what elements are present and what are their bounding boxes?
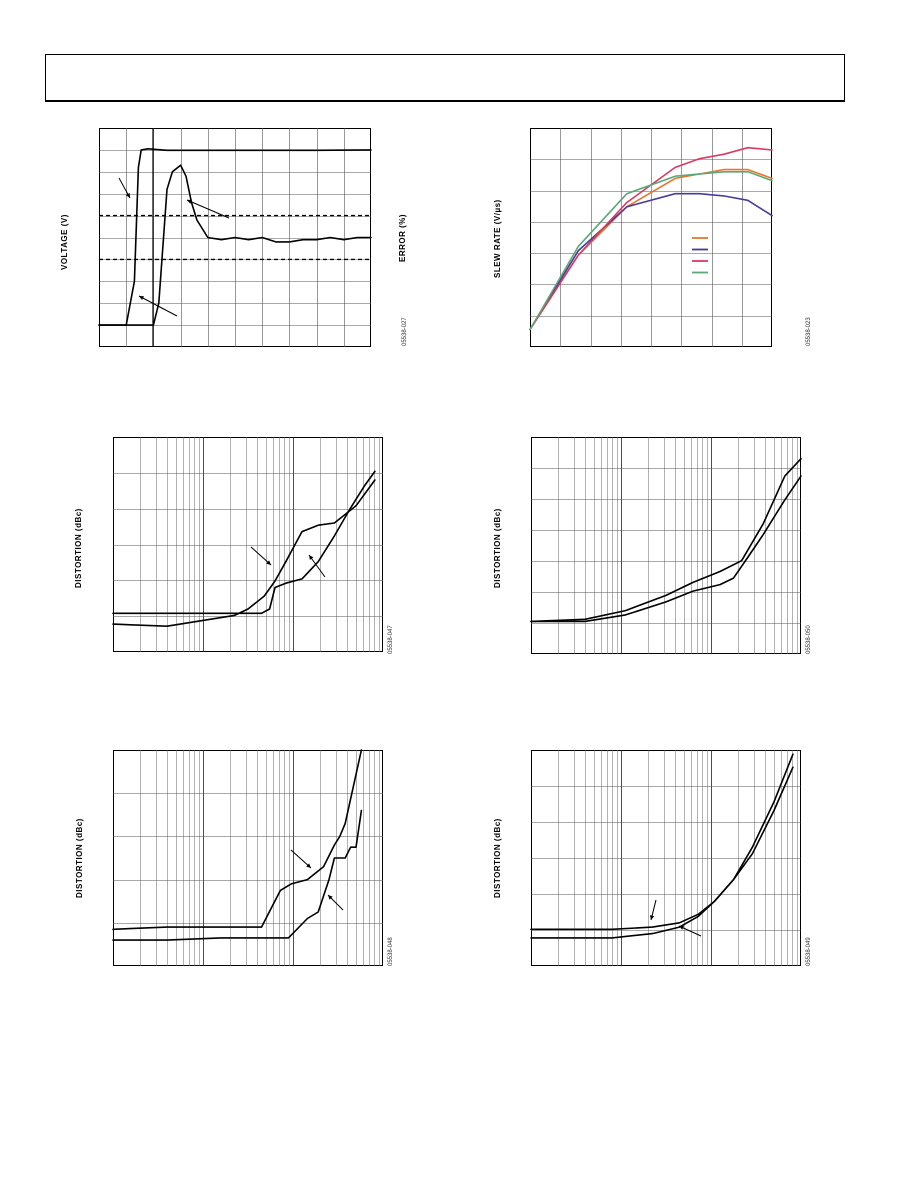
c6-figure-code: 05538-049 (806, 937, 812, 966)
series-1-line (530, 457, 802, 623)
annotation-arrow-head (328, 895, 333, 900)
series-1-line (529, 168, 773, 331)
c3-figure-code: 05538-047 (388, 625, 394, 654)
annotation-arrow (186, 199, 230, 219)
annotation-arrow-head (139, 296, 144, 300)
c2-figure-code: 05538-023 (806, 317, 812, 346)
slew-rate-chart (529, 128, 773, 347)
series-2-line (98, 164, 372, 326)
annotation-arrow (308, 554, 326, 578)
plot-frame (113, 437, 383, 652)
c1-figure-code: 05538-027 (402, 317, 408, 346)
series-3-line (529, 146, 773, 331)
c4-figure-code: 05538-050 (806, 625, 812, 654)
distortion-chart-2 (530, 437, 802, 654)
series-1-line (112, 479, 376, 627)
series-2-line (112, 809, 363, 941)
plot-frame (530, 128, 772, 347)
distortion-chart-1 (112, 437, 383, 652)
annotation-arrow-head (125, 193, 130, 198)
c1-ylabel: VOLTAGE (V) (60, 214, 69, 270)
series-1-line (530, 753, 794, 931)
distortion-chart-3 (112, 749, 383, 966)
series-2-line (530, 766, 794, 939)
series-4-line (529, 170, 773, 331)
series-2-line (529, 192, 773, 331)
plot-frame (531, 437, 801, 654)
c6-ylabel: DISTORTION (dBc) (493, 818, 502, 898)
c4-ylabel: DISTORTION (dBc) (493, 508, 502, 588)
page-header-box (45, 54, 845, 102)
annotation-arrow-head (187, 199, 192, 204)
annotation-arrow-head (309, 555, 314, 560)
annotation-arrow (138, 295, 178, 317)
series-2-line (530, 475, 802, 623)
voltage-error-chart (98, 128, 372, 347)
series-1-line (112, 749, 363, 931)
plot-frame (531, 750, 801, 966)
series-2-line (112, 470, 376, 615)
c5-figure-code: 05538-048 (388, 937, 394, 966)
annotation-arrow-head (266, 560, 271, 565)
annotation-arrow-head (679, 925, 684, 930)
annotation-arrow-head (306, 863, 311, 868)
distortion-chart-4 (530, 750, 801, 966)
plot-frame (113, 750, 383, 966)
c2-ylabel: SLEW RATE (V/µs) (493, 199, 502, 278)
annotation-arrow-head (650, 915, 655, 920)
c5-ylabel: DISTORTION (dBc) (75, 818, 84, 898)
c1-y2label: ERROR (%) (398, 213, 407, 262)
series-1-line (98, 147, 372, 326)
c3-ylabel: DISTORTION (dBc) (74, 508, 83, 588)
